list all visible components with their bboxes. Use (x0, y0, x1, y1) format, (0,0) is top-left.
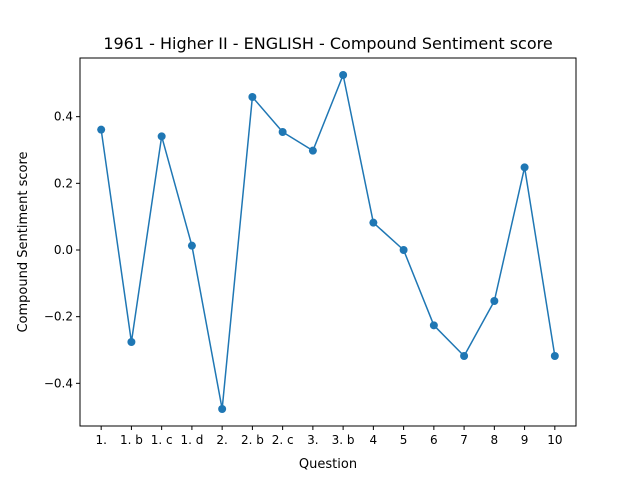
y-tick-label: −0.4 (44, 376, 73, 390)
x-tick-label: 2. b (241, 433, 264, 447)
data-point (97, 125, 106, 134)
data-point (278, 128, 287, 136)
data-point (490, 297, 499, 305)
x-tick-label: 7 (460, 433, 468, 447)
y-tick-label: 0.0 (54, 243, 73, 257)
data-point (369, 218, 378, 227)
data-point (248, 93, 257, 101)
plot-area: 1. 1. b 1. c 1. d 2. 2. b 2. c 3. 3. b 4 5 6 7 8 9 10 −0… (44, 71, 562, 447)
y-tick-label: 0.2 (54, 176, 73, 190)
data-point (520, 163, 529, 172)
data-point (187, 241, 196, 250)
data-point (218, 405, 227, 413)
y-axis-label: Compound Sentiment score (16, 151, 31, 332)
x-tick-label: 8 (491, 433, 499, 447)
plot-frame (79, 57, 577, 427)
x-tick-label: 10 (547, 433, 562, 447)
x-tick-label: 1. d (180, 433, 203, 447)
x-axis-label: Question (299, 457, 357, 472)
x-tick-label: 4 (370, 433, 378, 447)
data-point (399, 246, 408, 254)
x-tick-label: 1. b (120, 433, 143, 447)
data-point (429, 321, 438, 330)
data-point (127, 338, 136, 346)
data-point (460, 352, 469, 360)
x-tick-label: 2. c (272, 433, 294, 447)
x-tick-label: 5 (400, 433, 408, 447)
data-point (339, 71, 348, 79)
x-tick-label: 3. (307, 433, 318, 447)
data-point (308, 146, 317, 155)
chart-title: 1961 - Higher II - ENGLISH - Compound Se… (103, 34, 552, 53)
x-tick-label: 9 (521, 433, 529, 447)
data-point (550, 352, 559, 360)
x-tick-label: 1. (95, 433, 106, 447)
y-tick-label: −0.2 (44, 310, 73, 324)
x-tick-label: 6 (430, 433, 438, 447)
x-tick-label: 3. b (332, 433, 355, 447)
data-point (157, 132, 166, 141)
series-line (100, 74, 556, 410)
x-tick-label: 2. (216, 433, 227, 447)
y-tick-label: 0.4 (54, 110, 73, 124)
x-tick-label: 1. c (151, 433, 173, 447)
